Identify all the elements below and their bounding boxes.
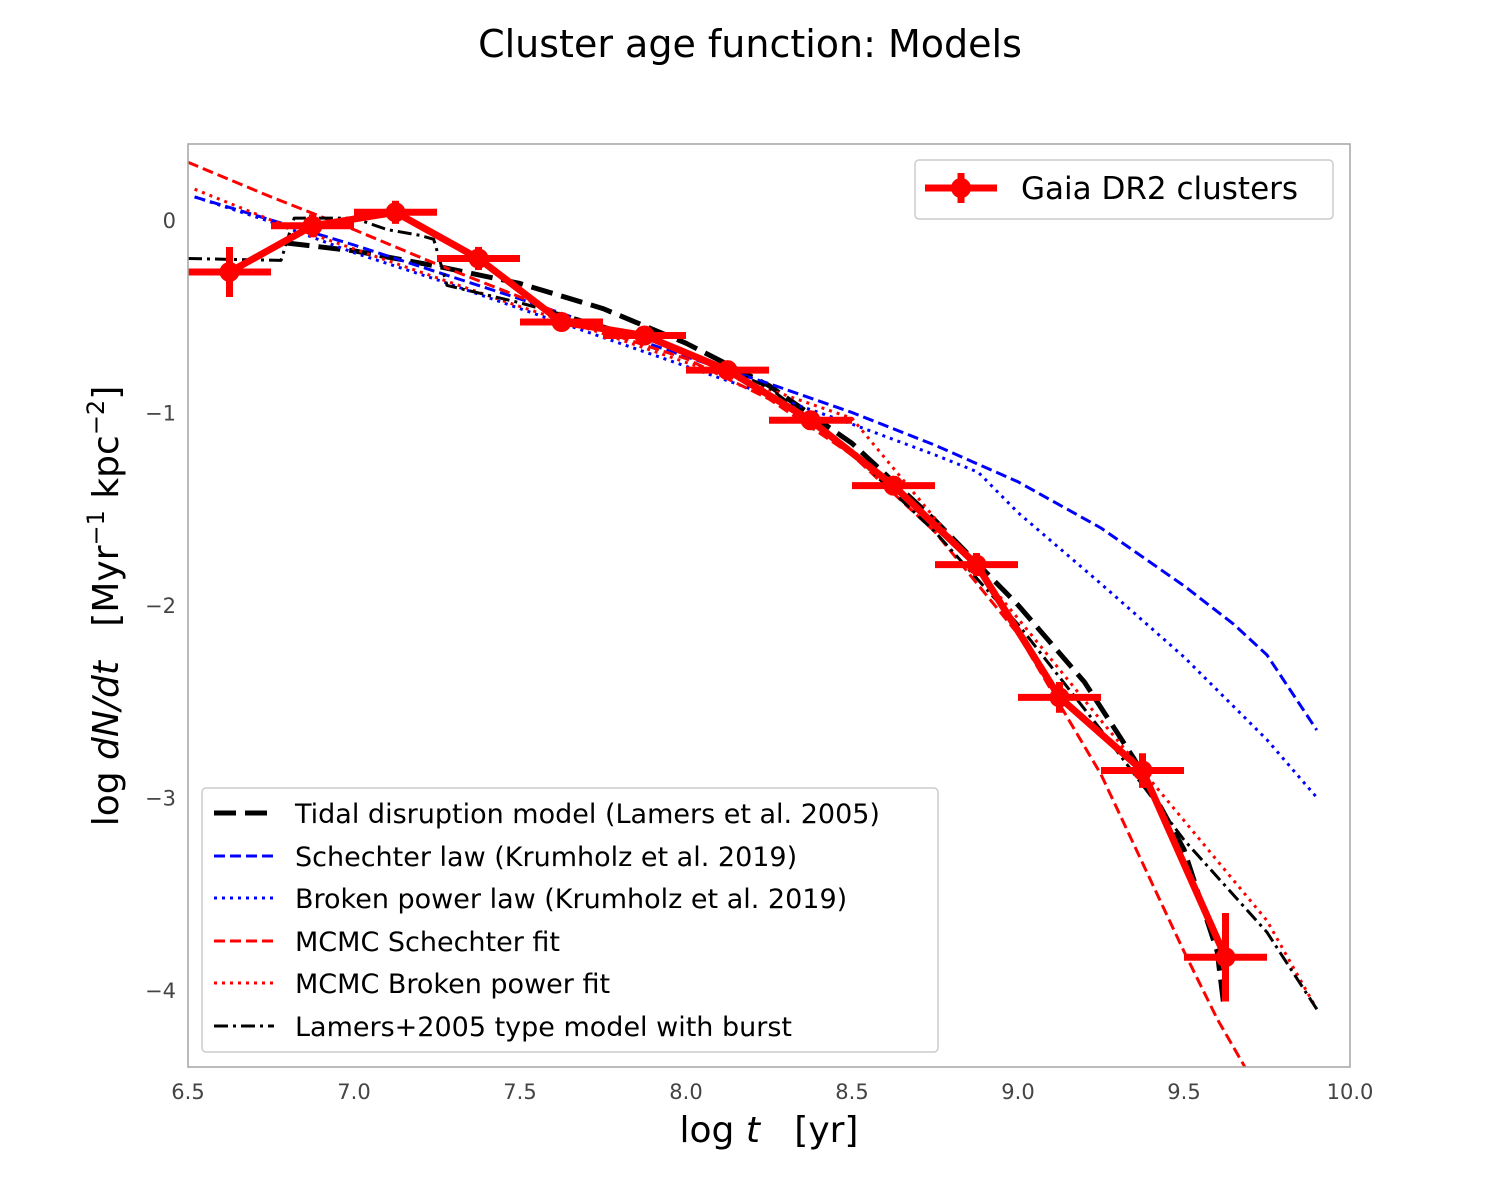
x-axis: 6.5 7.0 7.5 8.0 8.5 9.0 9.5 10.0 — [171, 1080, 1373, 1104]
legend-burst-model-label: Lamers+2005 type model with burst — [295, 1012, 792, 1043]
y-tick-label: −4 — [145, 979, 176, 1003]
gaia-point — [966, 554, 987, 575]
legend-schechter-law-label: Schechter law (Krumholz et al. 2019) — [295, 842, 797, 873]
legend-upper-box — [914, 159, 1334, 220]
gaia-point — [1215, 947, 1236, 968]
gaia-point — [468, 248, 489, 269]
gaia-point — [800, 410, 821, 431]
gaia-point — [385, 202, 406, 223]
legend-entry-burst-model: Lamers+2005 type model with burst — [214, 1012, 792, 1043]
y-tick-label: −2 — [145, 594, 176, 618]
legend-broken-power-law-label: Broken power law (Krumholz et al. 2019) — [295, 884, 847, 915]
plot-frame — [187, 143, 1351, 1068]
legend-mcmc-schechter-label: MCMC Schechter fit — [295, 927, 560, 958]
x-axis-label: log t [yr] — [680, 1110, 859, 1151]
legend-entry-mcmc-schechter: MCMC Schechter fit — [214, 927, 560, 958]
legend-upper: Gaia DR2 clusters — [914, 159, 1334, 220]
x-tick-label: 8.5 — [835, 1080, 868, 1104]
gaia-point — [717, 360, 738, 381]
y-tick-label: 0 — [163, 209, 176, 233]
y-axis-label: log dN/dt [Myr−1 kpc−2] — [82, 386, 127, 827]
x-tick-label: 6.5 — [171, 1080, 204, 1104]
gaia-point — [1049, 687, 1070, 708]
gaia-point — [1132, 760, 1153, 781]
legend-tidal-label: Tidal disruption model (Lamers et al. 20… — [294, 799, 880, 830]
gaia-point — [634, 325, 655, 346]
y-axis: 0 −1 −2 −3 −4 — [145, 209, 176, 1003]
gaia-point — [883, 475, 904, 496]
y-tick-label: −3 — [145, 787, 176, 811]
gaia-point — [219, 261, 240, 282]
legend-entry-broken-power-law: Broken power law (Krumholz et al. 2019) — [214, 884, 847, 915]
x-tick-label: 9.0 — [1001, 1080, 1034, 1104]
x-tick-label: 10.0 — [1327, 1080, 1374, 1104]
legend-lower: Tidal disruption model (Lamers et al. 20… — [201, 787, 939, 1053]
chart-title: Cluster age function: Models — [478, 22, 1022, 66]
x-tick-label: 8.0 — [669, 1080, 702, 1104]
legend-lower-box — [201, 787, 939, 1053]
x-tick-label: 9.5 — [1167, 1080, 1200, 1104]
gaia-point — [551, 312, 572, 333]
legend-gaia-marker — [951, 178, 971, 198]
legend-entry-tidal: Tidal disruption model (Lamers et al. 20… — [214, 799, 880, 830]
legend-entry-schechter-law: Schechter law (Krumholz et al. 2019) — [214, 842, 797, 873]
legend-upper-entry: Gaia DR2 clusters — [925, 171, 1298, 207]
y-tick-label: −1 — [145, 402, 176, 426]
series-line-schechter-law — [194, 195, 1319, 731]
x-tick-label: 7.5 — [503, 1080, 536, 1104]
x-tick-label: 7.0 — [337, 1080, 370, 1104]
legend-entry-mcmc-broken-power: MCMC Broken power fit — [214, 969, 610, 1000]
errorbar-layer — [188, 200, 1267, 1002]
legend-upper-label: Gaia DR2 clusters — [1021, 171, 1298, 207]
legend-mcmc-broken-power-label: MCMC Broken power fit — [295, 969, 610, 1000]
gaia-point — [302, 215, 323, 236]
